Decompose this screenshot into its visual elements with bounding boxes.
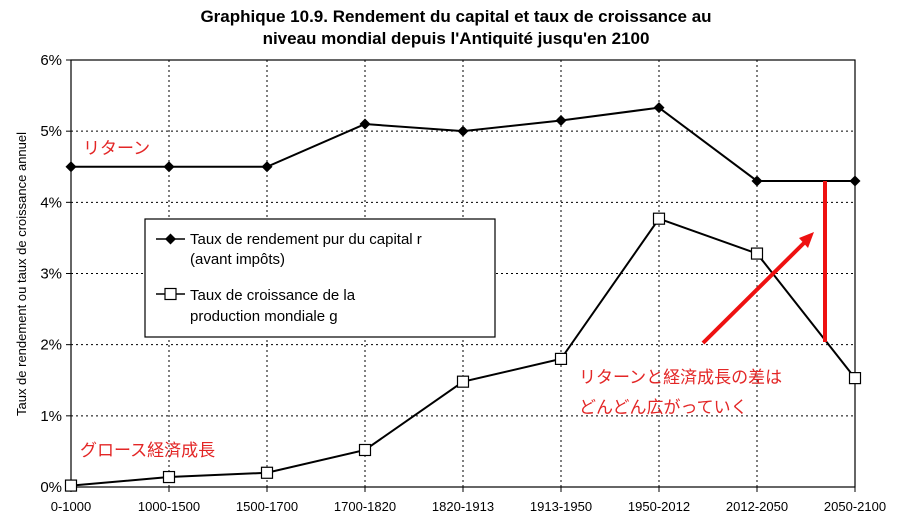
y-axis-ticks: 0% 1% 2% 3% 4% 5% 6% (40, 52, 71, 496)
legend: Taux de rendement pur du capital r (avan… (144, 218, 496, 338)
point-g (260, 466, 274, 479)
legend-marker-g (164, 287, 177, 301)
point-r (261, 161, 273, 173)
y-tick-label: 3% (40, 266, 62, 283)
point-g (358, 443, 372, 457)
x-tick-label: 1820-1913 (432, 499, 494, 514)
x-tick-label: 1950-2012 (628, 499, 690, 514)
x-tick-label: 0-1000 (51, 499, 91, 514)
series-group (64, 102, 862, 492)
y-tick-label: 2% (40, 337, 62, 354)
point-r (653, 102, 665, 114)
x-tick-label: 1500-1700 (236, 499, 298, 514)
y-tick-label: 4% (40, 194, 62, 211)
legend-marker-r (165, 233, 176, 245)
x-tick-label: 1913-1950 (530, 499, 592, 514)
legend-label-r-line-1: Taux de rendement pur du capital r (190, 231, 422, 248)
point-r (457, 125, 469, 137)
chart-title-line-1: Graphique 10.9. Rendement du capital et … (200, 7, 711, 26)
gap-arrow-shaft (701, 240, 807, 345)
annotation-return: リターン (83, 139, 150, 159)
point-r (359, 118, 371, 130)
point-g (848, 372, 862, 385)
point-g (456, 375, 470, 388)
chart-title-line-2: niveau mondial depuis l'Antiquité jusqu'… (263, 29, 650, 48)
point-g (554, 352, 568, 365)
point-r (555, 114, 567, 126)
x-tick-label: 2012-2050 (726, 499, 788, 514)
y-tick-label: 1% (40, 408, 62, 425)
legend-label-g-line-1: Taux de croissance de la (190, 287, 356, 304)
y-tick-label: 6% (40, 52, 62, 69)
annotation-growth: グロース経済成長 (80, 441, 215, 461)
x-tick-label: 1700-1820 (334, 499, 396, 514)
y-tick-label: 0% (40, 479, 62, 496)
legend-label-g-line-2: production mondiale g (190, 308, 338, 325)
annotation-gap-line-2: どんどん広がっていく (579, 398, 748, 418)
y-axis-label: Taux de rendement ou taux de croissance … (14, 132, 29, 416)
gap-arrow-head (799, 232, 814, 248)
series-line-r (71, 106, 855, 182)
point-g (652, 212, 666, 225)
point-r (65, 161, 77, 173)
y-tick-label: 5% (40, 123, 62, 140)
point-g (750, 247, 764, 260)
x-axis-ticks: 0-1000 1000-1500 1500-1700 1700-1820 1820-19… (51, 487, 886, 514)
x-tick-label: 1000-1500 (138, 499, 200, 514)
point-r (751, 175, 763, 187)
point-r (849, 175, 861, 187)
point-g (162, 470, 176, 484)
annotation-gap-line-1: リターンと経済成長の差は (579, 368, 782, 388)
point-g (64, 479, 78, 492)
point-r (163, 161, 175, 173)
x-tick-label: 2050-2100 (824, 499, 886, 514)
legend-label-r-line-2: (avant impôts) (190, 251, 285, 268)
legend-box (144, 218, 496, 338)
